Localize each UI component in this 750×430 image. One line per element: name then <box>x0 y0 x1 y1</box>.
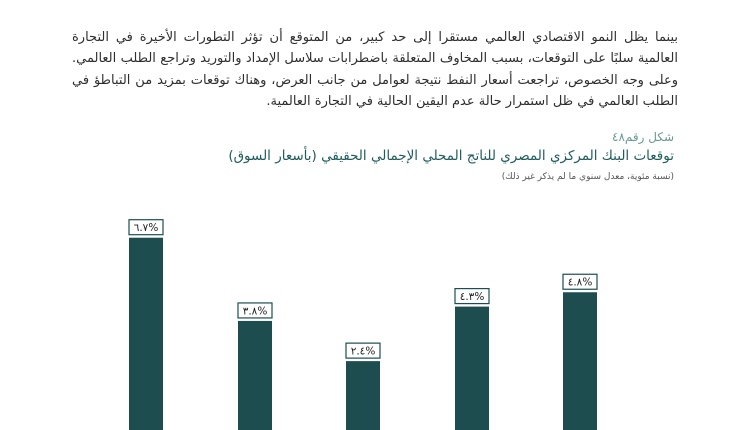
data-label-box-3 <box>345 342 381 359</box>
intro-paragraph: بينما يظل النمو الاقتصادي العالمي مستقرا… <box>72 30 678 110</box>
data-label-box-5 <box>562 273 598 290</box>
data-label-box-4 <box>454 287 490 305</box>
bar-1 <box>129 237 163 430</box>
data-label-box-2 <box>237 302 273 319</box>
data-label-1: ٦.٧% <box>134 222 159 234</box>
data-label-box-1 <box>128 219 164 236</box>
bar-5 <box>563 292 597 430</box>
data-label-3: ٢.٤% <box>351 346 376 358</box>
data-label-5: ٤.٨% <box>568 277 593 289</box>
bar-4 <box>455 306 489 430</box>
data-label-4: ٤.٣% <box>460 291 485 303</box>
figure-number: شكل رقم٤٨ <box>612 130 674 144</box>
data-label-2: ٣.٨% <box>243 305 268 317</box>
bar-3 <box>346 361 380 430</box>
chart-subtitle: (نسبة مئوية، معدل سنوي ما لم يذكر غير ذل… <box>501 172 674 182</box>
bar-2 <box>238 320 272 430</box>
chart-title: توقعات البنك المركزي المصري للناتج المحل… <box>228 148 674 164</box>
